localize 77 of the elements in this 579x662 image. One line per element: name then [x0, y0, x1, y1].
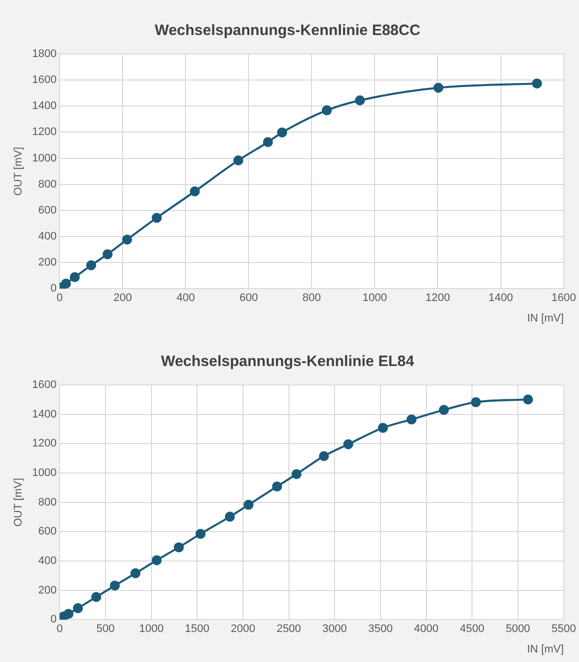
- y-tick-label: 1600: [32, 74, 57, 86]
- point: [523, 394, 534, 405]
- point: [91, 592, 102, 602]
- x-tick-label: 3000: [322, 623, 347, 636]
- y-tick-label: 600: [38, 526, 57, 538]
- y-tick-label: 800: [38, 496, 57, 508]
- point: [343, 439, 354, 450]
- point: [86, 260, 96, 270]
- point: [322, 105, 332, 116]
- point: [152, 555, 162, 566]
- x-tick-label: 3500: [368, 623, 393, 636]
- y-tick-label: 1400: [32, 408, 57, 420]
- x-tick-label: 600: [240, 292, 258, 304]
- y-tick-label: 400: [38, 230, 57, 242]
- point: [130, 568, 140, 578]
- x-tick-label: 500: [96, 623, 115, 636]
- point: [72, 603, 83, 614]
- point: [110, 580, 120, 591]
- x-tick-label: 4000: [414, 623, 439, 636]
- x-tick-label: 1500: [184, 623, 210, 636]
- x-tick-label: 400: [176, 292, 195, 304]
- point: [244, 500, 254, 510]
- point: [292, 469, 302, 480]
- x-tick-label: 1000: [139, 623, 164, 636]
- point: [196, 528, 206, 539]
- y-tick-label: 600: [38, 204, 57, 216]
- point: [438, 404, 449, 415]
- chart-title: Wechselspannungs-Kennlinie EL84: [160, 353, 415, 370]
- y-tick-label: 1800: [32, 48, 57, 60]
- point: [63, 608, 74, 619]
- x-axis-title: IN [mV]: [527, 643, 564, 656]
- point: [102, 249, 113, 260]
- point: [152, 212, 162, 223]
- y-tick-label: 400: [38, 554, 57, 567]
- y-tick-label: 200: [38, 256, 57, 269]
- y-axis-title: OUT [mV]: [12, 146, 25, 196]
- point: [433, 82, 444, 93]
- y-tick-label: 0: [50, 614, 57, 626]
- x-tick-label: 4500: [460, 623, 484, 636]
- y-tick-label: 1000: [32, 467, 57, 480]
- x-tick-label: 800: [302, 292, 321, 304]
- point: [224, 512, 235, 522]
- y-tick-label: 200: [38, 584, 57, 596]
- y-tick-label: 0: [50, 282, 57, 295]
- x-tick-label: 2000: [230, 623, 256, 636]
- point: [354, 95, 365, 106]
- y-tick-label: 1600: [32, 379, 57, 392]
- point: [60, 278, 71, 289]
- x-tick-label: 5000: [506, 623, 530, 636]
- point: [532, 78, 542, 88]
- point: [277, 127, 288, 138]
- point: [406, 414, 417, 424]
- point: [470, 397, 481, 408]
- y-tick-label: 1000: [32, 152, 57, 164]
- x-tick-label: 1000: [362, 292, 387, 304]
- x-tick-label: 1200: [426, 292, 450, 304]
- x-axis-title: IN [mV]: [527, 312, 564, 324]
- x-tick-label: 200: [114, 292, 132, 304]
- point: [233, 155, 244, 166]
- x-tick-label: 5500: [552, 623, 576, 636]
- x-tick-label: 2500: [276, 623, 302, 636]
- point: [190, 186, 200, 196]
- point: [262, 137, 273, 148]
- x-tick-label: 1400: [488, 292, 513, 304]
- point: [272, 481, 282, 492]
- y-tick-label: 1400: [32, 100, 57, 112]
- x-tick-label: 1600: [552, 292, 576, 304]
- point: [318, 451, 329, 462]
- y-tick-label: 800: [38, 178, 57, 190]
- y-tick-label: 1200: [32, 438, 57, 450]
- y-axis-title: OUT [mV]: [12, 478, 25, 527]
- point: [174, 542, 184, 552]
- point: [122, 234, 132, 245]
- y-tick-label: 1200: [32, 126, 57, 138]
- point: [70, 272, 80, 282]
- chart-title: Wechselspannungs-Kennlinie E88CC: [154, 22, 420, 40]
- point: [378, 422, 388, 433]
